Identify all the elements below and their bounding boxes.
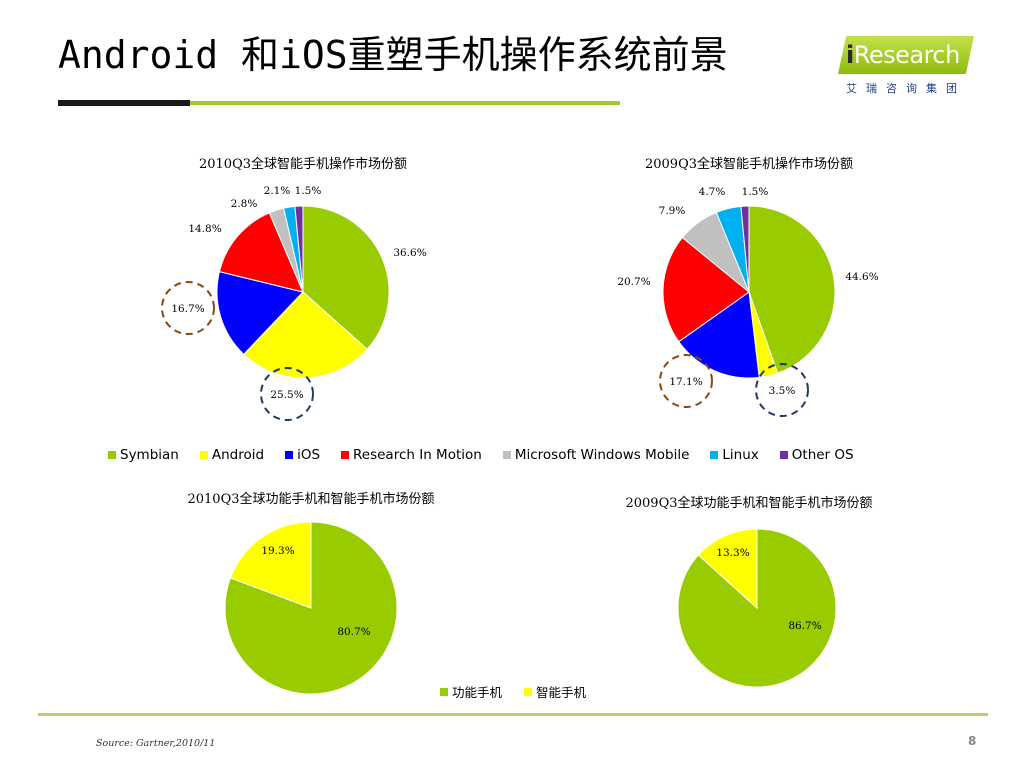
title-rule-green (190, 101, 620, 105)
pie-slice- (224, 521, 398, 695)
pie-slice-research-in-motion (662, 236, 750, 343)
legend-item-android: Android (199, 447, 265, 463)
pie-slice-symbian (302, 205, 390, 350)
data-label: 19.3% (261, 545, 294, 557)
legend-label: 智能手机 (536, 685, 587, 700)
data-label: 2.8% (231, 198, 258, 210)
data-label: 14.8% (188, 223, 221, 235)
data-label: 1.5% (742, 186, 769, 198)
pie-slice-other-os (294, 205, 304, 293)
smartphone-os-share-2009q3-chart: 2009Q3全球智能手机操作市场份额 44.6% 3.5% 17.1% 20.7% 7.9… (617, 156, 879, 417)
logo-subtitle: 艾瑞咨询集团 (846, 82, 966, 95)
slide-title: Android 和iOS重塑手机操作系统前景 (58, 33, 728, 77)
legend-swatch (710, 451, 719, 459)
title-rule-dark (58, 100, 190, 106)
highlight-circle-android (260, 367, 314, 421)
data-label: 3.5% (769, 385, 796, 397)
highlight-circle-android (755, 363, 809, 417)
data-label: 13.3% (716, 547, 749, 559)
legend-item-phone: 功能手机 (440, 682, 502, 701)
legend-item-ios: iOS (285, 447, 320, 463)
legend-swatch (199, 451, 208, 459)
legend-swatch (440, 687, 448, 696)
legend-label: Symbian (120, 447, 179, 463)
legend-swatch (524, 687, 533, 696)
os-legend: Symbian Android iOS Research In Motion Micro… (108, 447, 875, 463)
page-number: 8 (968, 734, 977, 748)
data-label: 1.5% (295, 185, 322, 197)
logo-wordmark-rest: Research (853, 41, 961, 69)
chart-title: 2009Q3全球智能手机操作市场份额 (645, 156, 853, 172)
pie-slice-ios (678, 291, 760, 379)
pie-slice- (697, 528, 758, 610)
legend-label: Android (211, 447, 265, 463)
data-label: 80.7% (337, 626, 370, 638)
legend-swatch (285, 451, 294, 459)
legend-label: Research In Motion (353, 447, 482, 463)
source-note: Source: Gartner,2010/11 (96, 738, 216, 749)
legend-item-phone: 智能手机 (524, 682, 586, 701)
legend-item-linux: Linux (710, 447, 759, 463)
pie-slice-other-os (740, 205, 750, 293)
highlight-circle-ios (161, 281, 215, 335)
phone-type-share-2010q3-chart: 2010Q3全球功能手机和智能手机市场份额 80.7% 19.3% (187, 491, 435, 695)
logo-badge-shape (838, 36, 974, 74)
legend-item-microsoft-windows-mobile: Microsoft Windows Mobile (502, 447, 690, 463)
legend-label: 功能手机 (452, 685, 503, 700)
legend-swatch (779, 451, 788, 459)
logo-wordmark-i: i (846, 41, 854, 69)
legend-item-symbian: Symbian (108, 447, 179, 463)
legend-swatch (108, 451, 116, 459)
legend-label: Microsoft Windows Mobile (514, 447, 690, 463)
data-label: 44.6% (845, 271, 878, 283)
legend-label: Other OS (791, 447, 854, 463)
data-label: 16.7% (171, 303, 204, 315)
chart-title: 2009Q3全球功能手机和智能手机市场份额 (625, 495, 872, 511)
phone-type-legend: 功能手机 智能手机 (440, 682, 608, 701)
data-label: 20.7% (617, 276, 650, 288)
phone-type-share-2009q3-chart: 2009Q3全球功能手机和智能手机市场份额 86.7% 13.3% (625, 495, 873, 688)
pie-slice- (229, 521, 312, 609)
data-label: 25.5% (270, 389, 303, 401)
legend-label: iOS (297, 447, 321, 463)
legend-item-research-in-motion: Research In Motion (341, 447, 482, 463)
smartphone-os-share-2010q3-chart: 2010Q3全球智能手机操作市场份额 36.6% 25.5% 16.7% 14.8% 2.… (161, 156, 427, 421)
legend-label: Linux (722, 447, 759, 463)
footer-rule (38, 713, 988, 716)
highlight-circle-ios (659, 354, 713, 408)
logo-wordmark: iResearch (846, 38, 960, 72)
legend-swatch (502, 451, 511, 459)
pie-slice-ios (216, 271, 304, 356)
pie-slice-symbian (748, 205, 836, 374)
data-label: 36.6% (393, 247, 426, 259)
chart-title: 2010Q3全球功能手机和智能手机市场份额 (187, 491, 434, 507)
pie-slice-research-in-motion (218, 212, 304, 293)
data-label: 17.1% (669, 376, 702, 388)
chart-title: 2010Q3全球智能手机操作市场份额 (199, 156, 407, 172)
data-label: 86.7% (788, 620, 821, 632)
legend-item-other-os: Other OS (779, 447, 854, 463)
legend-swatch (341, 451, 350, 459)
data-label: 4.7% (699, 186, 726, 198)
iresearch-logo: iResearch 艾瑞咨询集团 (838, 36, 978, 98)
data-label: 2.1% (264, 185, 291, 197)
data-label: 7.9% (659, 205, 686, 217)
